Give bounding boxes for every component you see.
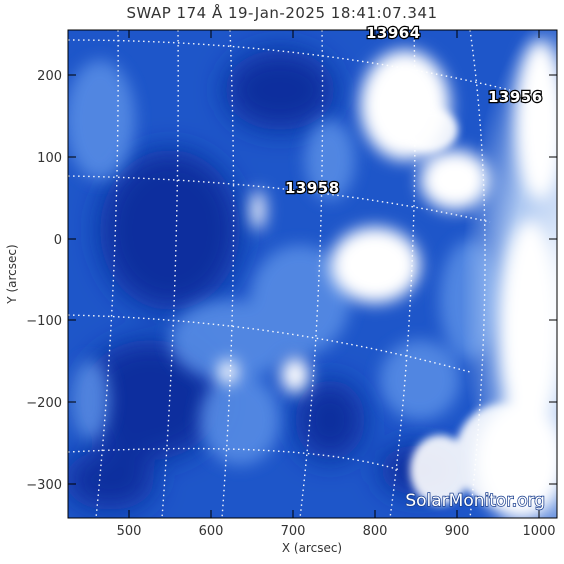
x-tick-label: 900 — [445, 524, 470, 539]
y-tick-label: −300 — [26, 478, 62, 493]
y-axis-label: Y (arcsec) — [5, 244, 19, 304]
plot-frame — [67, 29, 558, 519]
active-region-label: 13964 — [366, 24, 421, 42]
y-tick-labels: 200 100 0 −100 −200 −300 — [26, 69, 62, 493]
x-tick-labels: 500 600 700 800 900 1000 — [117, 524, 556, 539]
active-region-label: 13956 — [488, 88, 543, 106]
active-region-label: 13958 — [285, 179, 340, 197]
x-tick-label: 500 — [117, 524, 142, 539]
x-tick-label: 1000 — [522, 524, 555, 539]
x-tick-label: 800 — [363, 524, 388, 539]
y-tick-label: −100 — [26, 314, 62, 329]
y-tick-label: 100 — [37, 151, 62, 166]
x-tick-label: 700 — [281, 524, 306, 539]
axis-ticks — [68, 30, 557, 518]
y-tick-label: 200 — [37, 69, 62, 84]
y-tick-label: 0 — [54, 233, 62, 248]
x-tick-label: 600 — [199, 524, 224, 539]
y-tick-label: −200 — [26, 396, 62, 411]
watermark: SolarMonitor.org — [405, 491, 545, 511]
x-axis-label: X (arcsec) — [282, 541, 342, 555]
image-title: SWAP 174 Å 19-Jan-2025 18:41:07.341 — [126, 4, 438, 22]
euv-image — [68, 30, 557, 518]
